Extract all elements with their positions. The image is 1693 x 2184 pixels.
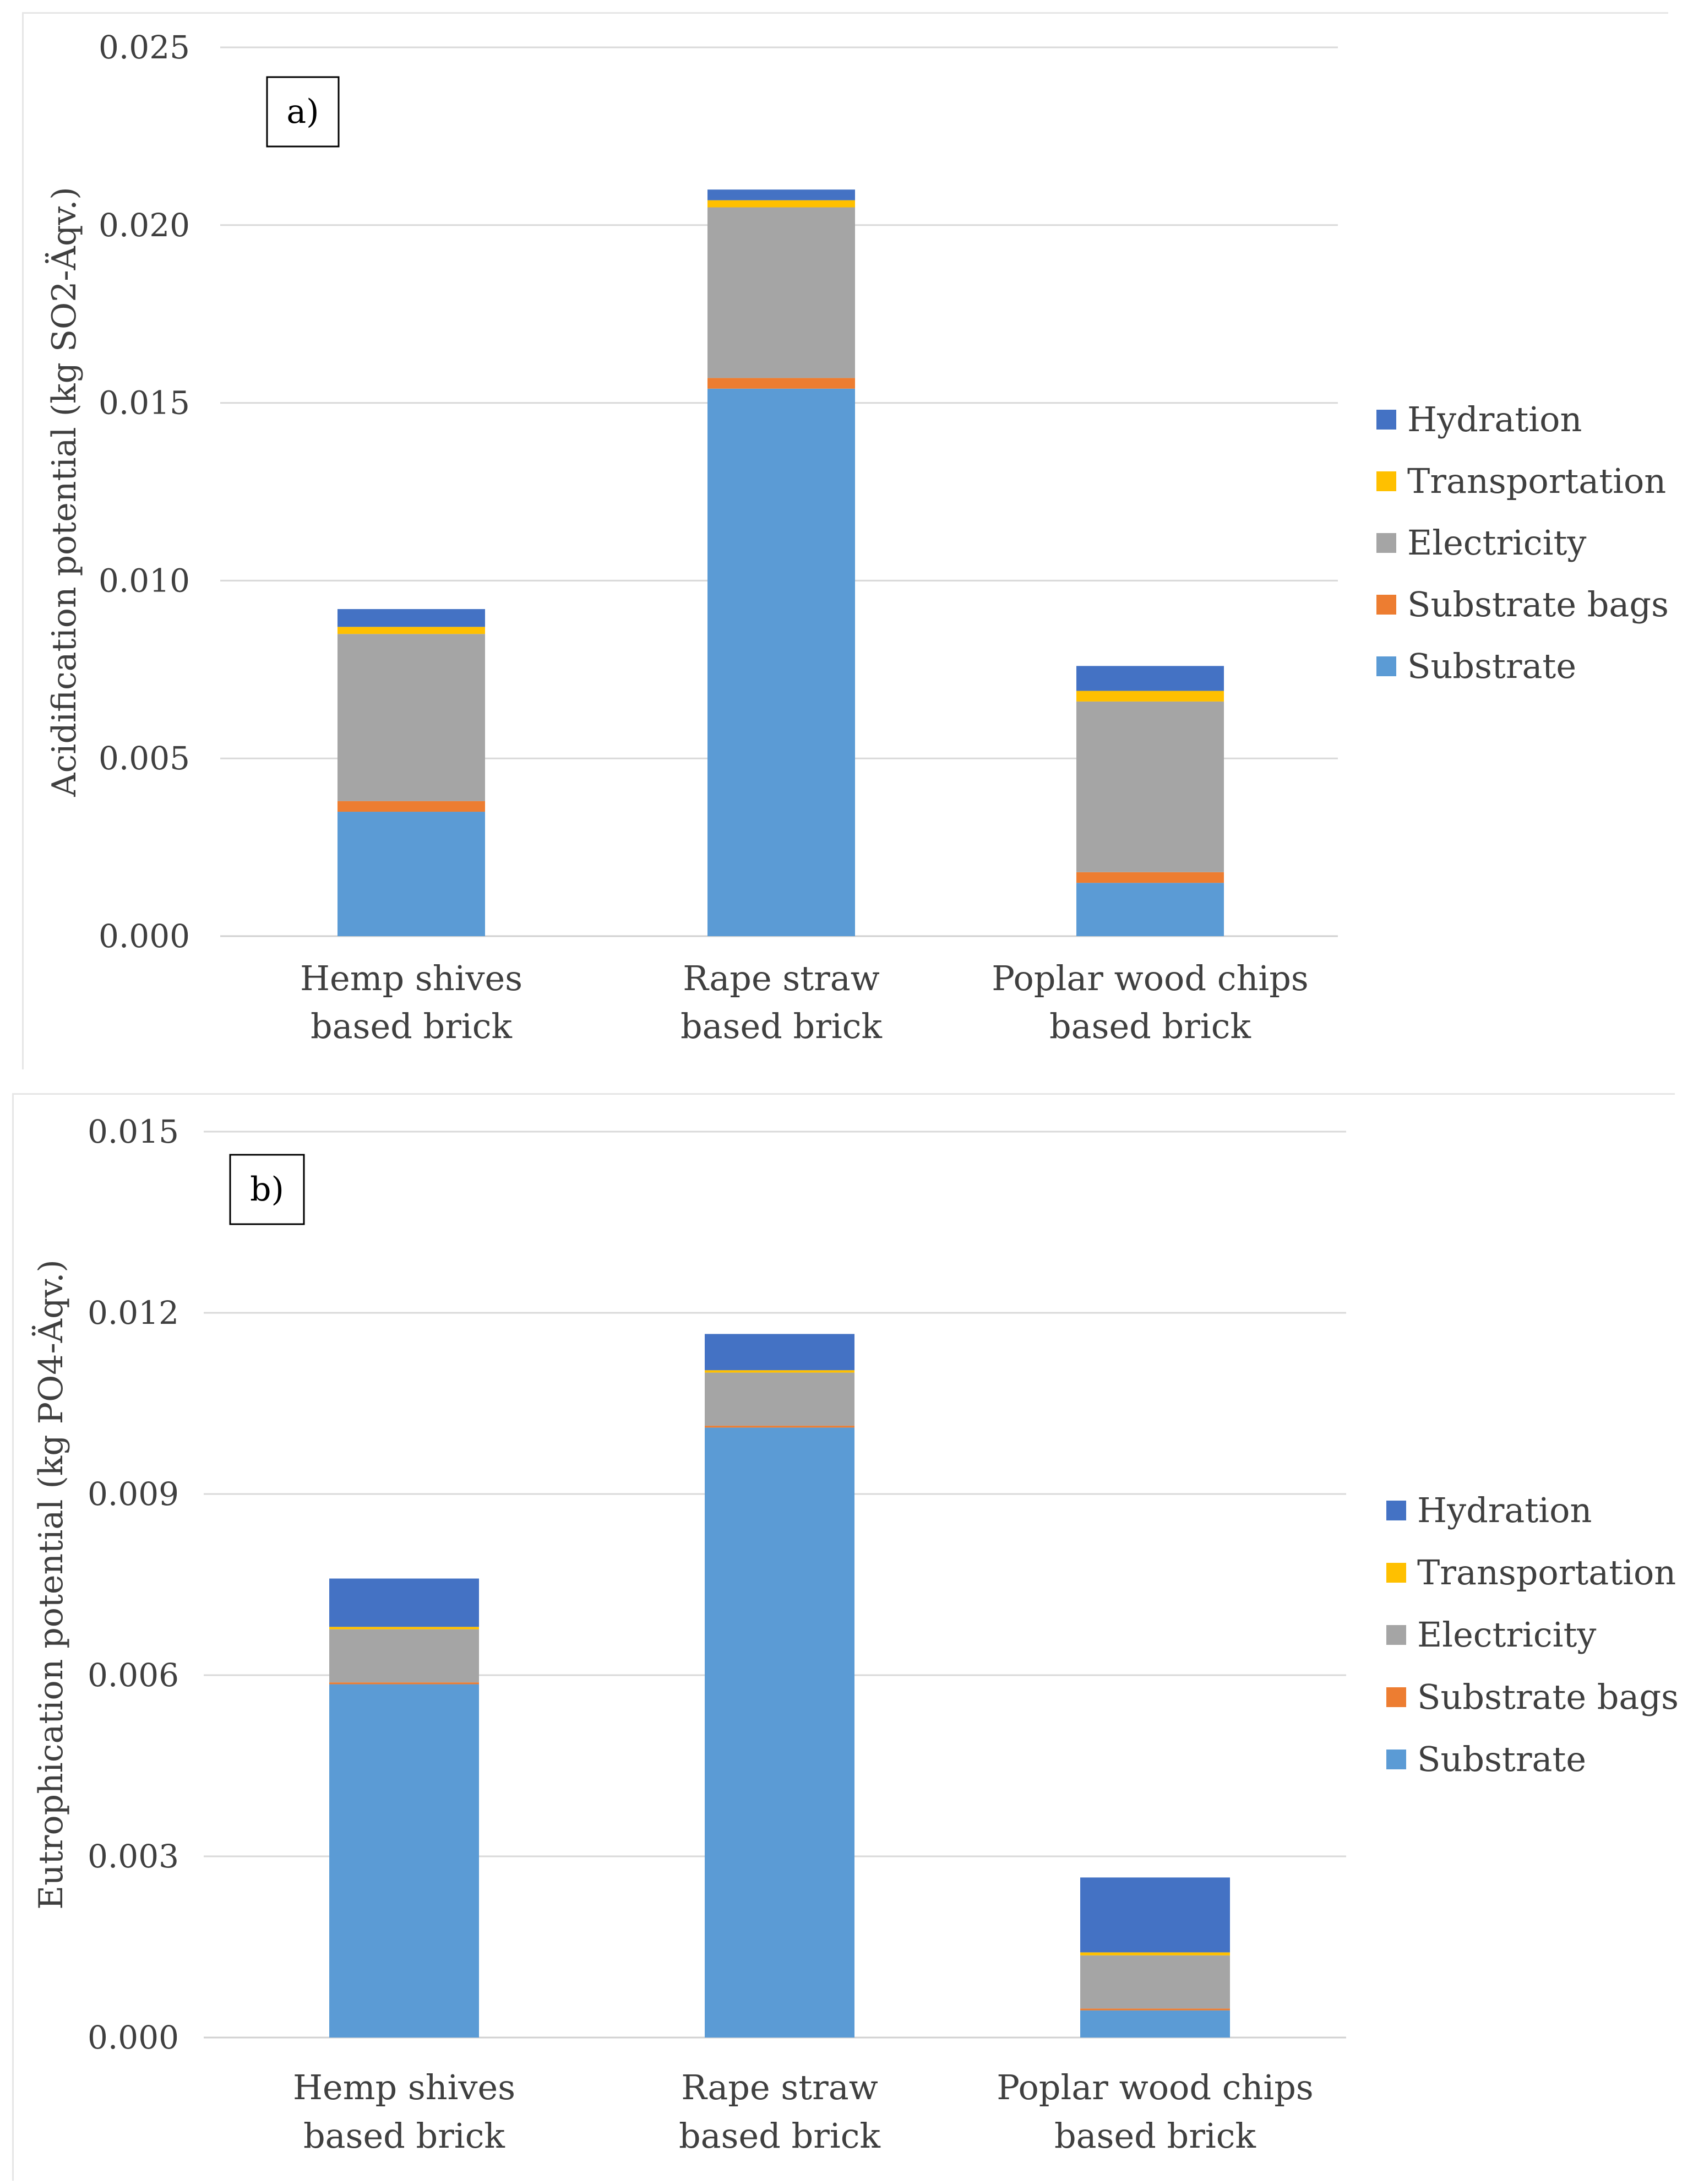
acidification-chart: 0.000 0.005 0.010 0.015 0.020 0.025 Hemp shive…: [45, 29, 1669, 1046]
bar-substrate-hemp-shives: [329, 1684, 479, 2038]
bar-transportation-hemp-shives: [329, 1627, 479, 1629]
y-tick-label: 0.015: [88, 1113, 179, 1150]
x-category-label: based brick: [303, 2116, 505, 2156]
bar-substrate-hemp-shives: [337, 812, 485, 936]
y-tick-label: 0.003: [88, 1838, 179, 1875]
legend-swatch-electricity: [1376, 533, 1396, 553]
legend-swatch-substrate-bags: [1376, 595, 1396, 615]
panel-top-border: [12, 1093, 1675, 1095]
y-tick-label: 0.015: [99, 384, 190, 422]
y-axis-title: Eutrophication potential (kg PO4-Äqv.): [32, 1259, 70, 1910]
bar-substrate-bags-poplar-wood-chips: [1076, 872, 1224, 883]
bar-hydration-rape-straw: [707, 189, 855, 200]
bar-substrate-bags-hemp-shives: [329, 1682, 479, 1685]
legend-label-electricity: Electricity: [1417, 1615, 1596, 1655]
x-category-label: Rape straw: [681, 2067, 878, 2107]
bar-substrate-poplar-wood-chips: [1080, 2010, 1230, 2038]
panel-label-box: [266, 76, 340, 148]
x-category-label: based brick: [1054, 2116, 1256, 2156]
bar-electricity-rape-straw: [707, 207, 855, 378]
bar-electricity-poplar-wood-chips: [1076, 701, 1224, 872]
x-category-label: Poplar wood chips: [992, 958, 1308, 998]
bar-substrate-bags-rape-straw: [705, 1426, 854, 1428]
legend-swatch-transportation: [1386, 1563, 1406, 1583]
x-category-label: Hemp shives: [300, 958, 522, 998]
panel-label: a): [286, 93, 319, 131]
legend-label-substrate-bags: Substrate bags: [1417, 1677, 1679, 1717]
legend-label-substrate: Substrate: [1417, 1739, 1586, 1779]
bar-transportation-poplar-wood-chips: [1076, 691, 1224, 702]
legend-swatch-hydration: [1386, 1501, 1406, 1520]
bar-substrate-rape-straw: [707, 388, 855, 936]
legend-swatch-substrate: [1386, 1750, 1406, 1769]
x-category-label: Hemp shives: [293, 2067, 515, 2107]
x-category-label: based brick: [311, 1006, 512, 1046]
bar-hydration-poplar-wood-chips: [1080, 1877, 1230, 1953]
x-category-label: based brick: [1049, 1006, 1251, 1046]
bar-transportation-rape-straw: [705, 1370, 854, 1373]
panel-left-border: [12, 1093, 14, 2181]
x-category-label: based brick: [681, 1006, 882, 1046]
bar-electricity-rape-straw: [705, 1372, 854, 1426]
x-category-label: based brick: [679, 2116, 880, 2156]
panel-top-border: [22, 12, 1668, 14]
legend-label-substrate-bags: Substrate bags: [1407, 584, 1669, 624]
legend-swatch-electricity: [1386, 1625, 1406, 1645]
legend-label-transportation: Transportation: [1407, 461, 1666, 501]
bar-transportation-rape-straw: [707, 200, 855, 208]
legend-label-transportation: Transportation: [1417, 1552, 1676, 1593]
chart-panel-a: 0.000 0.005 0.010 0.015 0.020 0.025 Hemp shive…: [0, 0, 1693, 1074]
x-category-label: Rape straw: [683, 958, 880, 998]
y-tick-label: 0.000: [99, 917, 190, 955]
bar-substrate-rape-straw: [705, 1427, 854, 2038]
legend-label-hydration: Hydration: [1407, 399, 1582, 439]
bar-electricity-hemp-shives: [329, 1629, 479, 1683]
bar-transportation-hemp-shives: [337, 627, 485, 634]
y-tick-label: 0.025: [99, 29, 190, 66]
bar-hydration-rape-straw: [705, 1334, 854, 1371]
legend-swatch-substrate-bags: [1386, 1687, 1406, 1707]
y-tick-label: 0.006: [88, 1656, 179, 1694]
y-tick-label: 0.000: [88, 2019, 179, 2056]
eutrophication-chart: 0.000 0.003 0.006 0.009 0.012 0.015 Hemp shive…: [32, 1113, 1679, 2156]
bar-electricity-hemp-shives: [337, 634, 485, 801]
y-tick-label: 0.020: [99, 207, 190, 244]
bar-substrate-bags-poplar-wood-chips: [1080, 2008, 1230, 2011]
panel-label-box: [229, 1154, 305, 1225]
bar-substrate-poplar-wood-chips: [1076, 883, 1224, 936]
panel-left-border: [22, 12, 24, 1069]
x-category-label: Poplar wood chips: [997, 2067, 1313, 2107]
legend-swatch-substrate: [1376, 656, 1396, 676]
bar-hydration-poplar-wood-chips: [1076, 666, 1224, 691]
y-tick-label: 0.005: [99, 740, 190, 777]
panel-label: b): [250, 1170, 284, 1209]
y-axis-title: Acidification potential (kg SO2-Äqv.): [45, 187, 84, 797]
legend-label-electricity: Electricity: [1407, 523, 1586, 563]
bar-hydration-hemp-shives: [337, 609, 485, 627]
bar-electricity-poplar-wood-chips: [1080, 1955, 1230, 2009]
legend-swatch-transportation: [1376, 471, 1396, 491]
chart-panel-b: 0.000 0.003 0.006 0.009 0.012 0.015 Hemp shive…: [0, 1074, 1693, 2184]
y-tick-label: 0.010: [99, 562, 190, 599]
bar-transportation-poplar-wood-chips: [1080, 1952, 1230, 1955]
legend-label-substrate: Substrate: [1407, 646, 1576, 686]
bar-substrate-bags-rape-straw: [707, 378, 855, 389]
y-tick-label: 0.012: [88, 1294, 179, 1332]
legend-swatch-hydration: [1376, 410, 1396, 430]
y-tick-label: 0.009: [88, 1475, 179, 1513]
legend-label-hydration: Hydration: [1417, 1490, 1592, 1530]
bar-substrate-bags-hemp-shives: [337, 801, 485, 812]
bar-hydration-hemp-shives: [329, 1578, 479, 1627]
